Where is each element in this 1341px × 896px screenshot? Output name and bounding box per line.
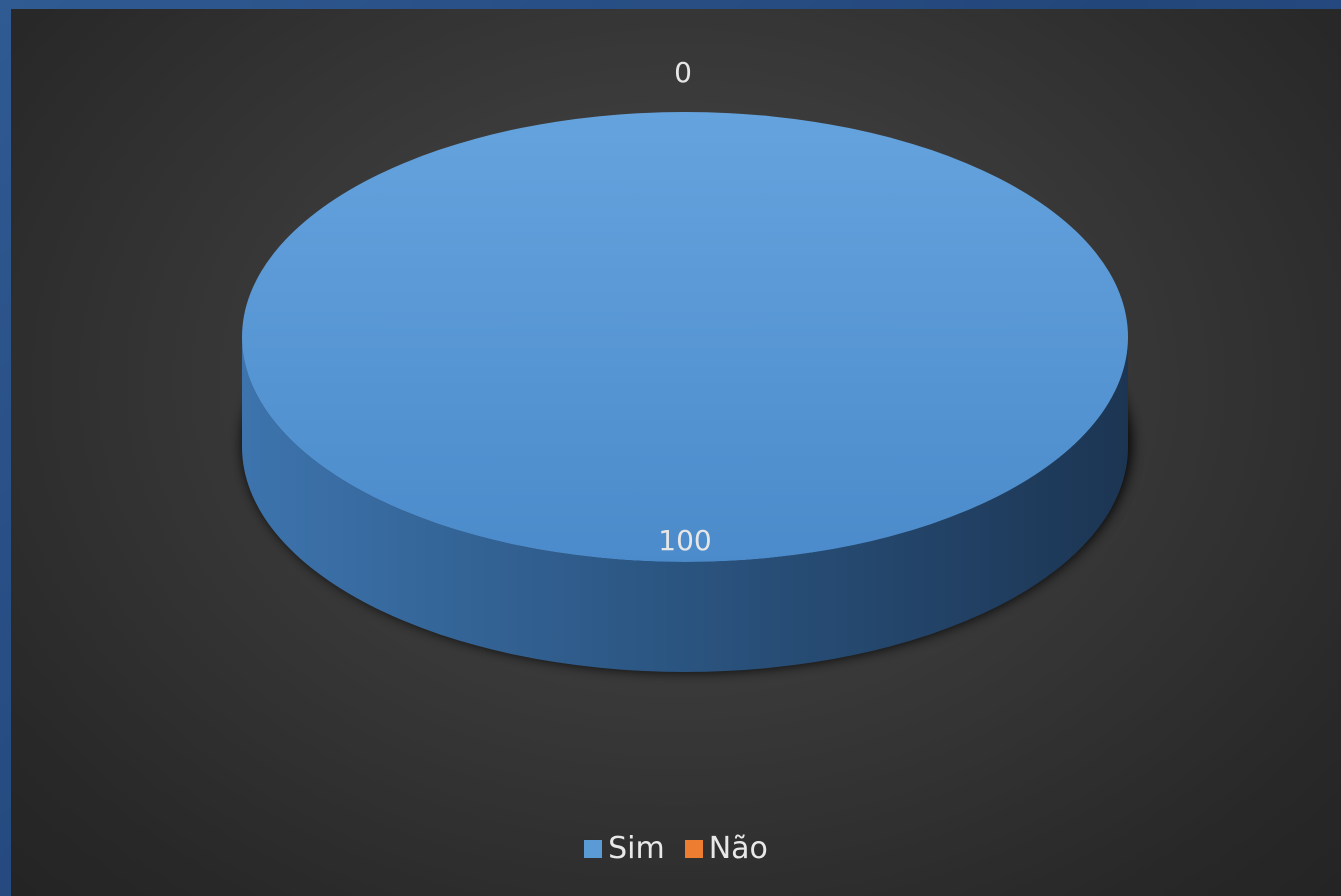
pie-slice-sim [242,112,1128,562]
legend-swatch-nao [684,839,703,858]
data-label-sim: 100 [658,524,711,557]
chart-area: 100 0 Sim Não [11,9,1341,896]
legend-item-sim: Sim [584,831,665,866]
data-label-nao: 0 [674,56,692,89]
legend: Sim Não [11,831,1341,866]
pie-chart: 100 0 [242,56,1132,672]
legend-item-nao: Não [684,831,768,866]
legend-swatch-sim [584,839,603,858]
pie-slice-side-sim [242,337,1128,672]
legend-label-nao: Não [708,831,768,866]
legend-label-sim: Sim [608,831,665,866]
